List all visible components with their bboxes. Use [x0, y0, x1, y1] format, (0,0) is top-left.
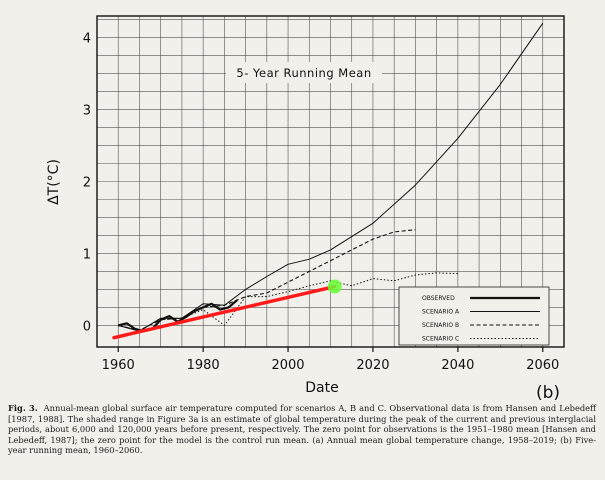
caption-text: Annual-mean global surface air temperatu…	[8, 403, 596, 456]
chart: 1960 1980 2000 2020 2040 2060 0 1 2 3 4 5- Year R…	[46, 15, 565, 400]
y-tick-label: 2	[83, 176, 91, 191]
caption-fig-label: Fig. 3.	[8, 403, 38, 413]
series-scenario-a	[118, 22, 544, 332]
x-tick-label: 1980	[187, 358, 220, 373]
red-trend-line	[112, 284, 337, 340]
green-marker	[327, 279, 342, 294]
x-axis-label: Date	[305, 380, 338, 396]
y-tick-label: 4	[83, 32, 91, 47]
legend-label: SCENARIO A	[422, 309, 460, 316]
y-tick-label: 0	[83, 319, 91, 334]
title-background	[226, 62, 382, 83]
legend-label: SCENARIO C	[422, 336, 459, 343]
figure-caption: Fig. 3. Annual-mean global surface air t…	[8, 403, 596, 456]
panel-label: (b)	[536, 383, 560, 400]
y-axis-label: ΔT(°C)	[46, 159, 62, 205]
x-tick-label: 2020	[356, 358, 389, 373]
legend-label: SCENARIO B	[422, 322, 459, 329]
x-tick-label: 2060	[526, 358, 559, 373]
legend-box	[398, 286, 550, 346]
legend-label: OBSERVED	[422, 295, 455, 302]
y-tick-label: 3	[83, 104, 91, 119]
x-tick-label: 2000	[271, 358, 304, 373]
series-scenario-c	[118, 272, 458, 331]
y-tick-label: 1	[83, 247, 91, 262]
chart-title: 5- Year Running Mean	[236, 66, 371, 80]
x-tick-label: 1960	[102, 358, 135, 373]
legend: OBSERVED SCENARIO A SCENARIO B SCENARIO C	[398, 286, 550, 346]
x-tick-label: 2040	[441, 358, 474, 373]
plot-frame	[96, 15, 565, 348]
